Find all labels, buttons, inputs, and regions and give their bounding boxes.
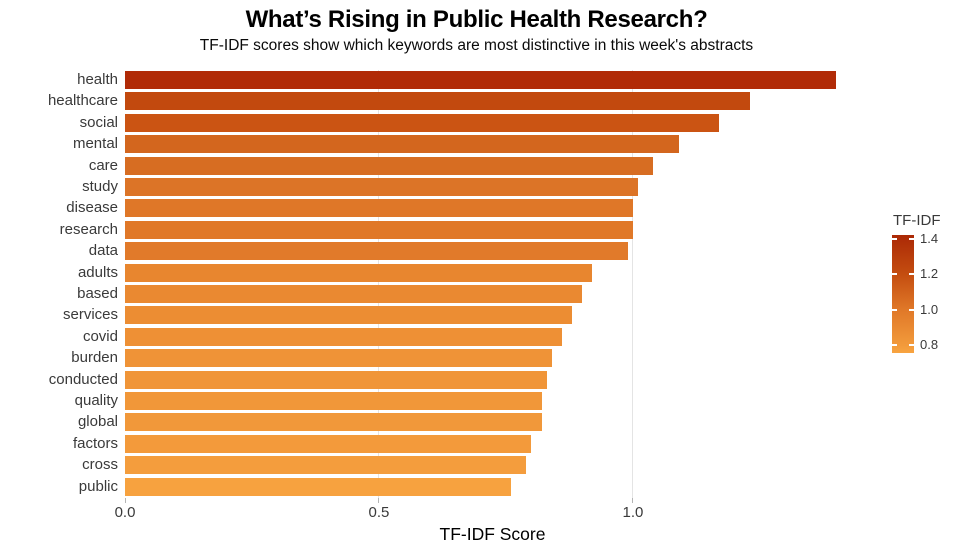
bar-study [125, 178, 638, 196]
y-tick-label-research: research [59, 220, 118, 238]
legend-tick-label-0.8: 0.8 [920, 337, 939, 353]
y-tick-label-data: data [88, 242, 118, 260]
bar-covid [125, 327, 562, 346]
y-tick-label-social: social [79, 113, 118, 131]
y-tick-label-disease: disease [66, 199, 118, 217]
x-tick-label-0.0: 0.0 [114, 504, 136, 521]
legend-tick-label-1.0: 1.0 [920, 301, 939, 317]
legend-tick-dash-0.8-right [909, 344, 914, 347]
legend-tick-dash-1.2-right [909, 273, 914, 276]
x-tick-label-1.0: 1.0 [622, 504, 644, 521]
x-axis: 0.0 0.5 1.0 [115, 498, 860, 526]
bar-burden [125, 349, 552, 368]
y-tick-label-global: global [77, 413, 118, 431]
y-tick-label-study: study [82, 178, 118, 195]
chart-subtitle: TF-IDF scores show which keywords are mo… [199, 37, 754, 54]
y-tick-label-cross: cross [82, 456, 118, 474]
x-tick-label-0.5: 0.5 [368, 504, 390, 521]
x-tick-mark-1.0 [632, 498, 634, 503]
bar-health [125, 71, 837, 89]
plot-area [125, 70, 860, 498]
chart-title: What’s Rising in Public Health Research? [245, 6, 708, 33]
bar-public [125, 477, 511, 496]
legend-tick-dash-1.4-right [909, 237, 914, 240]
y-tick-label-healthcare: healthcare [47, 92, 118, 110]
bar-adults [125, 263, 593, 282]
legend-tick-label-1.2: 1.2 [920, 266, 939, 282]
colorbar-legend: TF-IDF 1.4 1.2 1.0 0.8 [880, 210, 953, 370]
x-tick-mark-0.5 [378, 498, 380, 503]
bar-healthcare [125, 92, 750, 111]
bar-social [125, 113, 720, 132]
gridline-x-1 [632, 70, 634, 498]
y-tick-label-quality: quality [74, 392, 118, 409]
y-tick-label-based: based [77, 285, 118, 302]
legend-tick-dash-0.8-left [892, 344, 897, 347]
bar-global [125, 413, 542, 432]
y-tick-label-care: care [88, 156, 118, 174]
legend-tick-label-1.4: 1.4 [920, 230, 939, 246]
bar-quality [125, 392, 542, 410]
y-tick-label-public: public [78, 477, 118, 495]
legend-title: TF-IDF [893, 212, 941, 229]
y-tick-label-covid: covid [82, 327, 118, 345]
bar-conducted [125, 370, 547, 389]
legend-tick-dash-1.4-left [892, 237, 897, 240]
bar-mental [125, 135, 679, 154]
y-tick-label-burden: burden [71, 349, 118, 367]
y-tick-label-adults: adults [77, 263, 118, 281]
bar-factors [125, 434, 532, 453]
bar-based [125, 285, 583, 303]
y-tick-label-mental: mental [72, 135, 118, 153]
x-tick-mark-0.0 [124, 498, 126, 503]
bar-care [125, 156, 654, 175]
y-axis-labels: health healthcare social mental care study dis… [0, 70, 118, 498]
y-tick-label-health: health [77, 71, 118, 88]
legend-gradient-bar [892, 235, 914, 353]
bar-data [125, 242, 628, 261]
y-tick-label-conducted: conducted [48, 370, 118, 388]
legend-tick-dash-1.0-left [892, 308, 897, 311]
bar-services [125, 306, 572, 325]
bar-cross [125, 456, 527, 475]
x-axis-title: TF-IDF Score [439, 524, 546, 544]
y-tick-label-services: services [62, 306, 118, 324]
bar-research [125, 220, 633, 239]
legend-tick-dash-1.0-right [909, 308, 914, 311]
legend-tick-dash-1.2-left [892, 273, 897, 276]
gridline-x-0.5 [378, 70, 380, 498]
y-tick-label-factors: factors [72, 434, 118, 452]
bar-disease [125, 199, 633, 218]
